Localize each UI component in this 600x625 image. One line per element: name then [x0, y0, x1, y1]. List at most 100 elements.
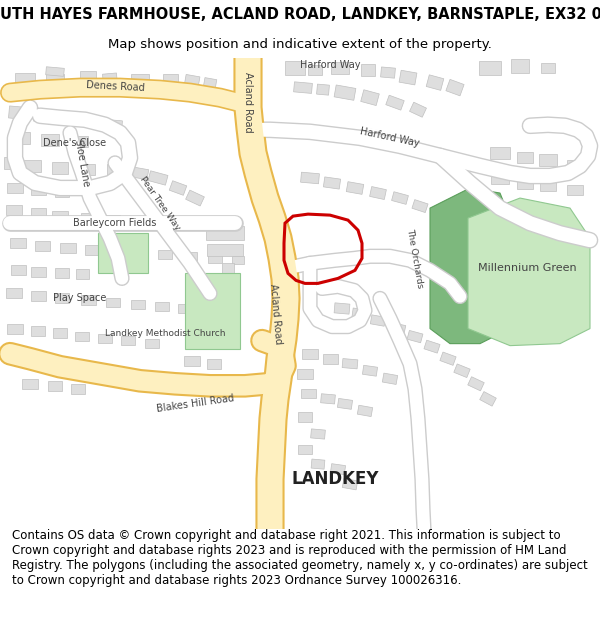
Bar — [202, 329, 214, 339]
Bar — [479, 292, 497, 308]
Bar — [34, 109, 50, 122]
Bar — [517, 152, 533, 163]
Bar — [11, 266, 25, 276]
Bar — [107, 119, 122, 132]
Polygon shape — [185, 273, 240, 349]
Polygon shape — [468, 198, 590, 346]
Bar — [155, 302, 169, 311]
Bar — [53, 328, 67, 338]
Bar — [75, 362, 89, 372]
Text: LANDKEY: LANDKEY — [291, 470, 379, 488]
Bar — [207, 244, 243, 256]
Text: Blakes Hill Road: Blakes Hill Road — [155, 394, 235, 414]
Bar — [311, 429, 325, 439]
Bar — [6, 205, 22, 215]
Bar — [6, 288, 22, 299]
Bar — [331, 464, 346, 474]
Bar — [184, 356, 200, 366]
Bar — [468, 377, 484, 391]
Bar — [31, 208, 46, 218]
Polygon shape — [98, 233, 148, 273]
Bar — [446, 79, 464, 96]
Bar — [4, 157, 20, 169]
Bar — [301, 389, 316, 398]
Bar — [184, 74, 200, 89]
Text: The Orchards: The Orchards — [406, 228, 425, 289]
Bar — [178, 217, 192, 227]
Bar — [131, 74, 149, 86]
Bar — [131, 216, 146, 224]
Bar — [23, 160, 41, 172]
Bar — [386, 95, 404, 110]
Bar — [22, 379, 38, 389]
Bar — [298, 444, 312, 454]
Bar — [222, 263, 234, 273]
Bar — [80, 71, 96, 84]
Bar — [31, 356, 45, 366]
Bar — [82, 116, 98, 128]
Bar — [169, 181, 187, 195]
Bar — [443, 251, 461, 266]
Bar — [131, 300, 145, 309]
Bar — [320, 394, 335, 404]
Text: Map shows position and indicative extent of the property.: Map shows position and indicative extent… — [108, 38, 492, 51]
Bar — [454, 364, 470, 378]
Bar — [31, 185, 46, 195]
Bar — [108, 246, 122, 255]
Bar — [496, 316, 514, 331]
Bar — [133, 248, 147, 257]
Bar — [80, 296, 95, 306]
Bar — [352, 308, 368, 319]
Bar — [41, 134, 59, 146]
Bar — [31, 291, 46, 301]
Bar — [293, 82, 313, 93]
Bar — [31, 326, 45, 336]
Bar — [76, 269, 89, 279]
Bar — [490, 147, 510, 159]
Bar — [75, 332, 89, 341]
Bar — [298, 412, 312, 422]
Bar — [15, 72, 35, 87]
Bar — [35, 241, 49, 251]
Text: Landkey Methodist Church: Landkey Methodist Church — [105, 329, 225, 338]
Bar — [539, 154, 557, 166]
Bar — [148, 171, 168, 185]
Bar — [46, 67, 64, 76]
Text: Acland Road: Acland Road — [243, 72, 253, 133]
Bar — [412, 199, 428, 212]
Bar — [31, 268, 46, 278]
Text: Barleycorn Fields: Barleycorn Fields — [73, 218, 157, 228]
Bar — [155, 216, 169, 224]
Bar — [491, 173, 509, 184]
Text: Pear Tree Way: Pear Tree Way — [138, 174, 182, 232]
Bar — [186, 329, 198, 339]
Bar — [121, 336, 135, 345]
Bar — [206, 226, 244, 240]
Bar — [207, 359, 221, 369]
Bar — [343, 479, 358, 490]
Bar — [163, 74, 178, 85]
Text: Acland Road: Acland Road — [268, 283, 284, 344]
Bar — [221, 308, 235, 317]
Bar — [183, 252, 197, 261]
Bar — [370, 187, 386, 199]
Bar — [370, 315, 386, 326]
Bar — [407, 331, 423, 342]
Bar — [60, 243, 76, 253]
Bar — [208, 254, 222, 263]
Bar — [432, 209, 448, 222]
Bar — [285, 61, 305, 74]
Bar — [72, 136, 88, 148]
Bar — [323, 354, 337, 364]
Bar — [52, 162, 68, 174]
Bar — [323, 177, 341, 189]
Bar — [311, 459, 325, 469]
Bar — [104, 215, 119, 225]
Bar — [201, 306, 215, 315]
Bar — [158, 250, 172, 259]
Text: Play Space: Play Space — [53, 294, 107, 304]
Bar — [8, 106, 28, 119]
Bar — [127, 166, 149, 179]
Bar — [358, 405, 373, 417]
Bar — [540, 181, 556, 191]
